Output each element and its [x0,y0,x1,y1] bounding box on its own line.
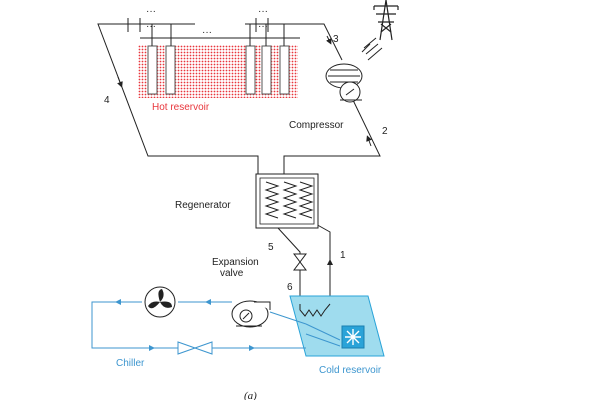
state-point-6: 6 [287,282,293,293]
tube-ellipsis: ··· [202,27,212,38]
snowflake-glyph [345,329,361,345]
expansion-valve-label-line1: Expansion [212,257,259,268]
figure-caption: (a) [244,390,257,400]
arrow-3 [325,35,332,45]
state-point-3: 3 [333,34,339,45]
top-ellipsis-left: ··· [146,6,156,17]
state-point-2: 2 [382,126,388,137]
arrow-2 [366,135,372,147]
regenerator [255,173,319,229]
middle-ellipsis-right: ··· [258,21,268,32]
state-point-5: 5 [268,242,274,253]
valve-icon [177,341,213,355]
hot-reservoir-label: Hot reservoir [152,102,210,113]
pump-icon [231,300,271,328]
cold-reservoir [289,295,385,357]
arrow-4 [117,76,123,88]
expansion-valve-label-line2: valve [220,268,244,279]
compressor-icon [325,63,363,103]
state-point-1: 1 [340,250,346,261]
cold-reservoir-label: Cold reservoir [319,365,382,376]
middle-ellipsis-left: ··· [146,21,156,32]
expansion-valve-icon [293,253,307,271]
regenerator-label: Regenerator [175,200,231,211]
chiller-loop [91,301,307,349]
hot-reservoir: ··· ··· ··· ··· ··· Hot reservoir [127,6,300,113]
compressor-label: Compressor [289,120,344,131]
fan-icon [144,286,176,318]
transmission-tower-icon [373,0,399,41]
power-line-icon [361,37,383,61]
chiller-label: Chiller [116,358,145,369]
top-ellipsis-right: ··· [258,6,268,17]
state-point-4: 4 [104,95,110,106]
